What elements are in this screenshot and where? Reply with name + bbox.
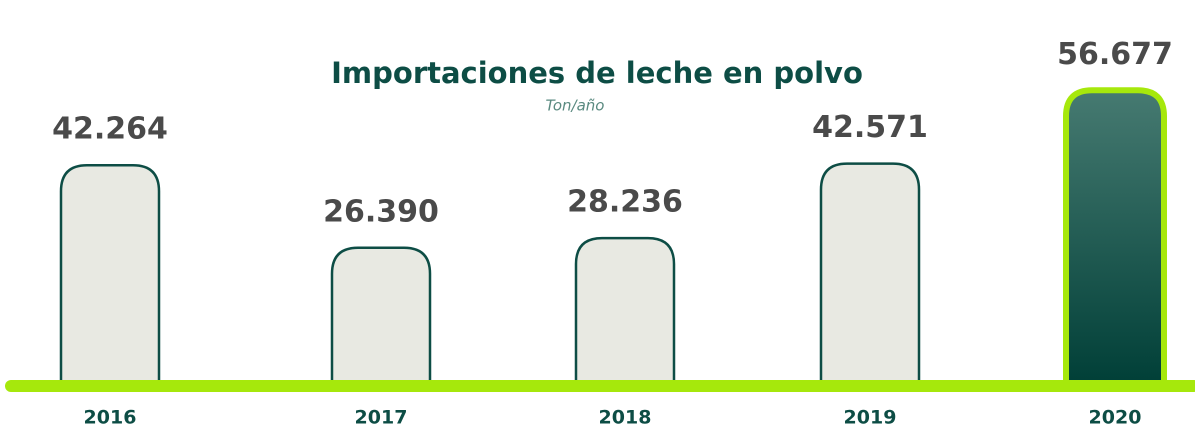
bar [1063, 87, 1167, 385]
value-label: 56.677 [1057, 37, 1173, 72]
bar [59, 163, 161, 385]
baseline [5, 380, 1195, 392]
value-label: 42.264 [52, 112, 168, 147]
value-label: 26.390 [323, 194, 439, 229]
x-tick-label: 2020 [1089, 407, 1142, 429]
x-tick-label: 2016 [84, 407, 137, 429]
value-label: 42.571 [812, 110, 928, 145]
bar [330, 246, 432, 385]
value-label: 28.236 [567, 185, 683, 220]
x-tick-label: 2017 [355, 407, 408, 429]
bar [819, 162, 921, 385]
chart-subtitle: Ton/año [546, 97, 605, 115]
x-tick-label: 2018 [599, 407, 652, 429]
chart-title: Importaciones de leche en polvo [331, 56, 863, 90]
bar [574, 236, 676, 385]
x-tick-label: 2019 [844, 407, 897, 429]
